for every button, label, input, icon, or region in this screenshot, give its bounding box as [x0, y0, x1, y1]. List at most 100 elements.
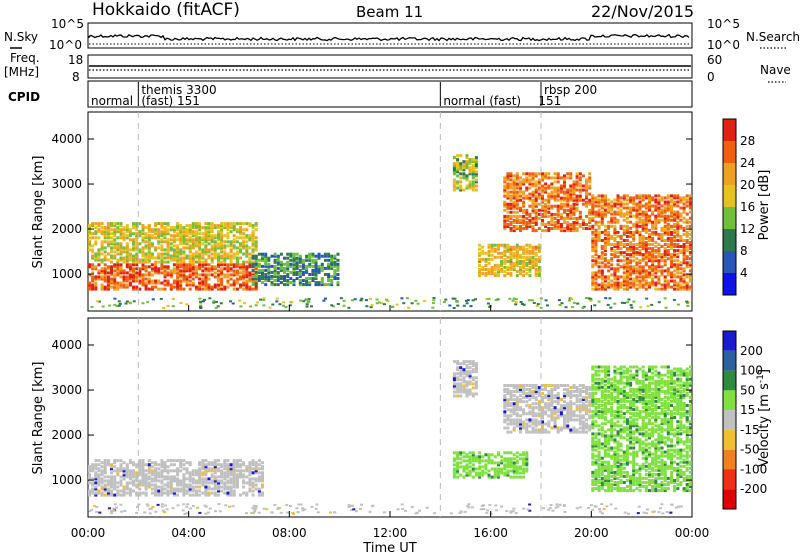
echo-cell — [317, 264, 321, 268]
echo-cell — [339, 297, 343, 300]
echo-cell — [254, 262, 258, 266]
echo-cell — [575, 196, 579, 200]
echo-cell — [478, 475, 482, 479]
echo-cell — [553, 221, 557, 224]
echo-cell — [622, 267, 626, 271]
echo-cell — [103, 226, 107, 230]
echo-cell — [509, 398, 513, 402]
echo-cell — [512, 398, 516, 402]
echo-cell — [556, 218, 560, 222]
echo-cell — [506, 247, 510, 251]
echo-cell — [528, 261, 532, 265]
echo-cell — [179, 256, 183, 260]
echo-cell — [94, 281, 98, 285]
echo-cell — [251, 234, 255, 238]
echo-cell — [594, 377, 598, 381]
echo-cell — [629, 220, 633, 224]
echo-cell — [506, 404, 510, 408]
echo-cell — [534, 402, 538, 406]
echo-cell — [191, 485, 195, 489]
echo-cell — [223, 234, 227, 238]
echo-cell — [635, 269, 639, 273]
echo-cell — [166, 228, 170, 232]
echo-cell — [160, 258, 164, 262]
echo-cell — [283, 262, 286, 266]
echo-cell — [138, 273, 142, 277]
echo-cell — [195, 236, 198, 240]
echo-cell — [132, 277, 135, 281]
echo-cell — [97, 236, 101, 240]
echo-cell — [569, 416, 573, 420]
echo-cell — [220, 269, 224, 273]
freq-tick-top: 18 — [68, 53, 83, 67]
echo-cell — [550, 194, 554, 198]
echo-cell — [519, 186, 522, 190]
echo-cell — [154, 483, 158, 487]
echo-cell — [597, 210, 601, 214]
echo-cell — [531, 192, 535, 196]
echo-cell — [673, 236, 677, 240]
echo-cell — [223, 477, 227, 481]
echo-cell — [229, 230, 233, 234]
echo-cell — [248, 273, 252, 277]
echo-cell — [531, 216, 535, 220]
echo-cell — [616, 275, 620, 279]
echo-cell — [385, 298, 389, 301]
echo-cell — [487, 257, 491, 261]
echo-cell — [201, 236, 205, 240]
echo-cell — [537, 188, 541, 192]
echo-cell — [635, 283, 639, 287]
echo-cell — [528, 420, 532, 424]
echo-cell — [525, 455, 529, 459]
echo-cell — [625, 216, 629, 220]
echo-cell — [528, 406, 532, 410]
echo-cell — [625, 206, 629, 210]
echo-cell — [635, 222, 639, 226]
echo-cell — [591, 474, 595, 478]
echo-cell — [506, 206, 510, 210]
echo-cell — [110, 485, 113, 489]
echo-cell — [157, 228, 161, 232]
echo-cell — [591, 281, 595, 285]
echo-cell — [264, 277, 268, 280]
echo-cell — [474, 473, 478, 477]
echo-cell — [657, 251, 661, 255]
echo-cell — [534, 180, 538, 184]
echo-cell — [512, 402, 516, 406]
echo-cell — [591, 232, 595, 236]
echo-cell — [235, 459, 239, 463]
echo-cell — [452, 384, 456, 388]
echo-cell — [670, 245, 673, 248]
echo-cell — [506, 184, 510, 188]
echo-cell — [185, 477, 189, 481]
echo-cell — [191, 238, 195, 242]
echo-cell — [503, 208, 507, 212]
echo-cell — [603, 210, 607, 214]
echo-cell — [550, 410, 554, 414]
echo-cell — [594, 271, 598, 275]
echo-cell — [261, 483, 264, 487]
echo-cell — [182, 273, 186, 277]
echo-cell — [166, 465, 170, 469]
echo-cell — [503, 384, 507, 387]
echo-cell — [242, 267, 246, 271]
echo-cell — [663, 259, 667, 263]
echo-cell — [254, 246, 258, 250]
echo-cell — [673, 204, 677, 208]
echo-cell — [128, 238, 132, 242]
echo-cell — [559, 406, 563, 410]
echo-cell — [235, 287, 239, 291]
echo-cell — [641, 275, 645, 279]
echo-cell — [213, 240, 217, 244]
echo-cell — [456, 388, 460, 392]
echo-cell — [141, 265, 145, 269]
echo-cell — [468, 455, 472, 459]
echo-cell — [110, 248, 113, 252]
echo-cell — [522, 249, 526, 253]
echo-cell — [327, 279, 331, 282]
echo-cell — [478, 457, 482, 461]
echo-cell — [478, 264, 482, 267]
echo-cell — [283, 266, 286, 270]
echo-cell — [283, 283, 286, 287]
echo-cell — [670, 212, 673, 216]
